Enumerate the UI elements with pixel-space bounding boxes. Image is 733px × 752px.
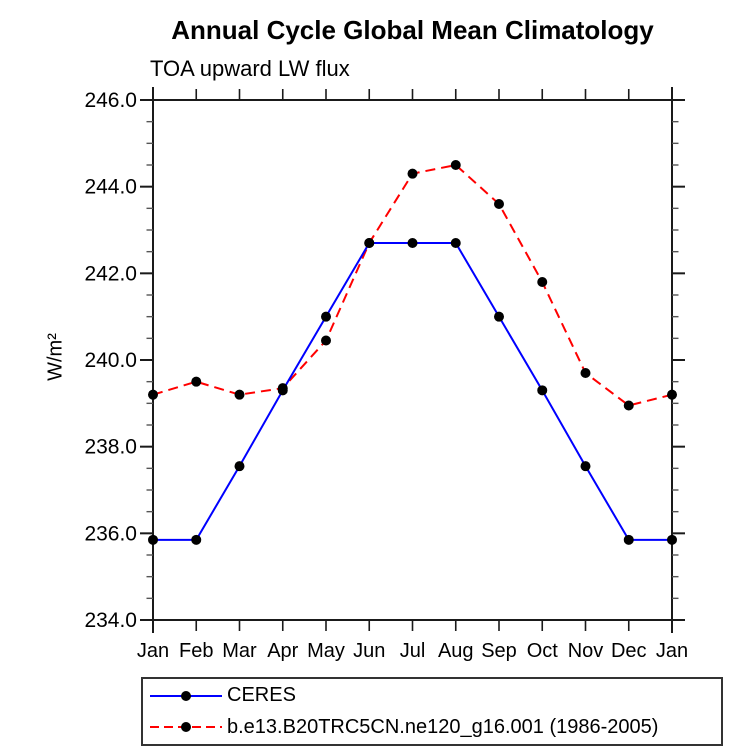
x-tick-label: Jun <box>353 640 385 662</box>
x-tick-label: Jul <box>400 640 426 662</box>
model-data-point <box>623 400 634 411</box>
model-data-point <box>277 383 288 394</box>
x-tick-label: Nov <box>568 640 604 662</box>
x-tick-label: May <box>307 640 345 662</box>
x-tick-label: Sep <box>481 640 517 662</box>
y-tick-label: 234.0 <box>84 609 137 632</box>
legend-swatch-marker <box>181 690 191 701</box>
model-data-point <box>364 238 375 248</box>
y-tick-label: 236.0 <box>84 522 137 545</box>
legend-label-model: b.e13.B20TRC5CN.ne120_g16.001 (1986-2005… <box>227 715 659 738</box>
model-line-swatch <box>150 722 222 733</box>
x-tick-label: Feb <box>179 640 213 662</box>
x-tick-label: Apr <box>267 640 298 662</box>
model-data-point <box>537 277 548 287</box>
y-tick-label: 240.0 <box>84 349 137 372</box>
legend-row-ceres: CERES <box>148 680 721 711</box>
ceres-data-point <box>191 534 202 545</box>
model-data-point <box>407 168 418 179</box>
ceres-data-point <box>667 534 677 545</box>
legend-box: CERES b.e13.B20TRC5CN.ne120_g16.001 (198… <box>141 677 723 746</box>
ceres-data-point <box>580 461 591 472</box>
ceres-line-swatch <box>150 690 222 701</box>
ceres-data-point <box>148 534 158 545</box>
model-data-point <box>234 389 245 400</box>
x-tick-label: Oct <box>527 640 559 662</box>
y-tick-label: 246.0 <box>84 89 137 112</box>
model-data-point <box>494 199 504 209</box>
ceres-data-point <box>537 385 548 396</box>
model-series-line <box>152 163 673 407</box>
y-tick-label: 244.0 <box>84 176 137 199</box>
legend-row-model: b.e13.B20TRC5CN.ne120_g16.001 (1986-2005… <box>148 712 721 743</box>
model-data-point <box>450 160 461 170</box>
model-data-point <box>148 389 158 400</box>
model-data-point <box>667 389 677 400</box>
ceres-data-point <box>321 311 331 322</box>
chart-title: Annual Cycle Global Mean Climatology <box>171 15 654 45</box>
model-data-point <box>191 376 202 387</box>
y-tick-label: 242.0 <box>84 262 137 285</box>
chart-subtitle: TOA upward LW flux <box>150 56 350 81</box>
x-tick-label: Mar <box>222 640 257 662</box>
legend-swatch-marker <box>181 722 191 733</box>
ceres-data-point <box>623 534 634 545</box>
y-tick-label: 238.0 <box>84 436 137 459</box>
x-tick-label: Jan <box>137 640 169 662</box>
ceres-data-point <box>494 311 504 322</box>
model-data-point <box>321 335 331 346</box>
x-tick-label: Aug <box>438 640 474 662</box>
legend-label-ceres: CERES <box>227 684 296 707</box>
ceres-data-point <box>234 461 245 472</box>
x-tick-label: Dec <box>611 640 647 662</box>
model-data-point <box>580 368 591 378</box>
ceres-data-point <box>407 238 418 248</box>
x-tick-label: Jan <box>656 640 688 662</box>
ceres-data-point <box>450 238 461 248</box>
plot-area: Jan Feb Mar Apr May Jun Jul Aug Sep Oct Nov Dec Jan2… <box>84 87 688 662</box>
